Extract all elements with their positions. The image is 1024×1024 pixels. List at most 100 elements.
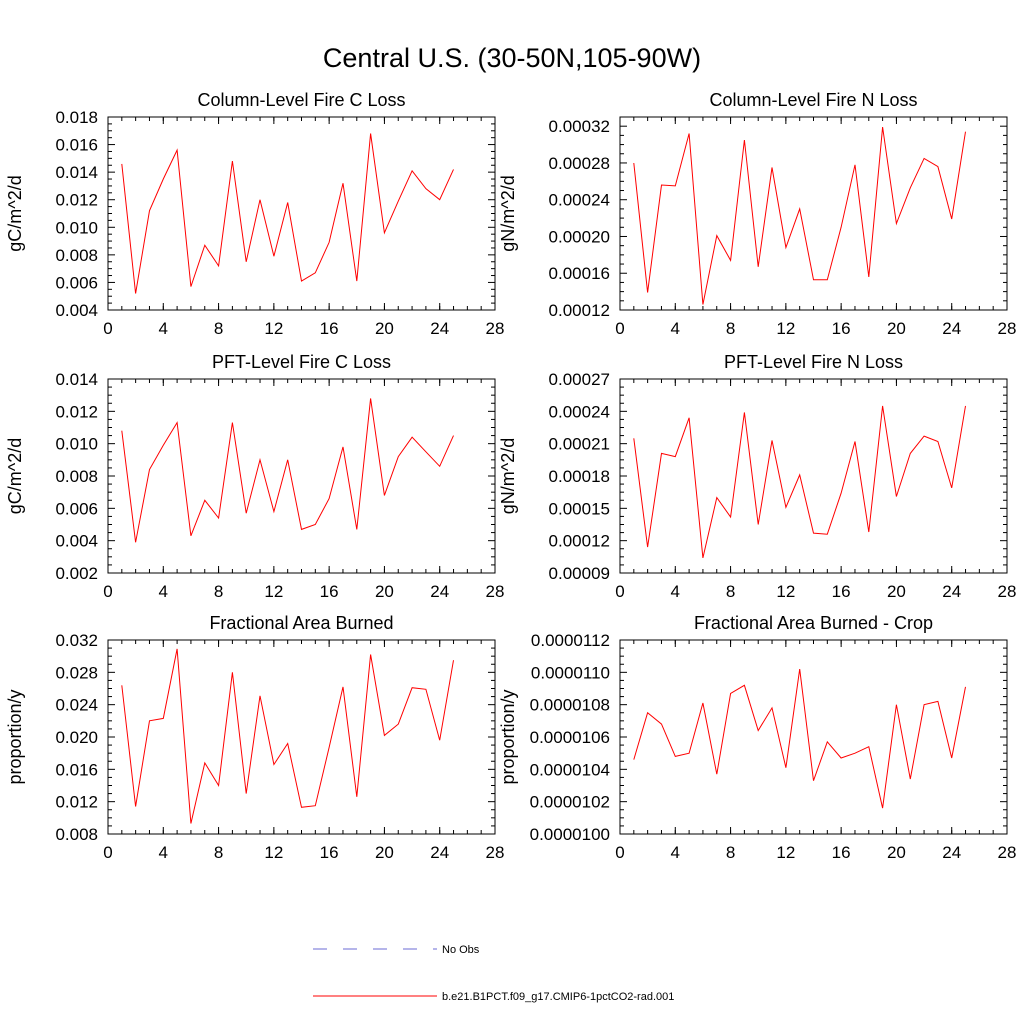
y-tick-label: 0.0000108	[530, 696, 610, 715]
plot-frame	[107, 378, 496, 574]
y-tick-label: 0.004	[55, 301, 98, 320]
chart-title: PFT-Level Fire C Loss	[212, 352, 391, 372]
series-line	[121, 648, 454, 824]
x-tick-label: 20	[887, 582, 906, 601]
x-tick-label: 20	[375, 843, 394, 862]
x-tick-label: 4	[671, 319, 680, 338]
x-tick-label: 28	[998, 843, 1017, 862]
y-tick-label: 0.00020	[549, 227, 610, 246]
series-line	[121, 398, 454, 543]
y-tick-label: 0.00028	[549, 154, 610, 173]
x-tick-label: 16	[320, 843, 339, 862]
chart-panel: Fractional Area Burned proportion/y 0 4 8 12 1…	[5, 613, 504, 862]
x-tick-label: 0	[615, 319, 624, 338]
chart-title: Column-Level Fire C Loss	[197, 90, 405, 110]
chart-title: Fractional Area Burned	[209, 613, 393, 633]
x-tick-label: 8	[214, 319, 223, 338]
x-tick-label: 28	[998, 582, 1017, 601]
y-tick-label: 0.012	[55, 793, 98, 812]
x-tick-label: 12	[776, 843, 795, 862]
y-tick-label: 0.016	[55, 136, 98, 155]
plot-frame	[619, 116, 1008, 311]
x-tick-label: 28	[486, 582, 505, 601]
x-tick-label: 24	[430, 319, 449, 338]
chart-title: Column-Level Fire N Loss	[709, 90, 917, 110]
y-tick-label: 0.008	[55, 246, 98, 265]
y-tick-label: 0.00021	[549, 435, 610, 454]
x-tick-label: 20	[375, 319, 394, 338]
x-tick-label: 8	[726, 319, 735, 338]
y-axis-label: gN/m^2/d	[498, 175, 518, 251]
y-tick-label: 0.00024	[549, 191, 610, 210]
x-tick-label: 8	[214, 843, 223, 862]
chart-panel: PFT-Level Fire N Loss gN/m^2/d 0 4 8 12 16 20 24…	[498, 352, 1016, 601]
x-tick-label: 20	[375, 582, 394, 601]
x-tick-label: 20	[887, 843, 906, 862]
y-tick-label: 0.008	[55, 467, 98, 486]
x-tick-label: 0	[615, 582, 624, 601]
x-tick-label: 8	[726, 582, 735, 601]
series-line	[633, 669, 966, 809]
x-tick-label: 8	[726, 843, 735, 862]
x-tick-label: 4	[159, 319, 168, 338]
x-tick-label: 4	[159, 582, 168, 601]
y-axis-label: gC/m^2/d	[5, 175, 25, 251]
chart-panel: Column-Level Fire C Loss gC/m^2/d 0 4 8 12 16 2…	[5, 90, 504, 338]
series-line	[121, 133, 454, 294]
x-tick-label: 20	[887, 319, 906, 338]
y-axis-label: gN/m^2/d	[498, 438, 518, 514]
plot-frame	[107, 639, 496, 835]
x-tick-label: 24	[430, 582, 449, 601]
y-tick-label: 0.0000100	[530, 825, 610, 844]
x-tick-label: 0	[615, 843, 624, 862]
y-axis-label: proportion/y	[5, 689, 25, 784]
y-tick-label: 0.00012	[549, 301, 610, 320]
y-tick-label: 0.016	[55, 760, 98, 779]
y-tick-label: 0.0000104	[530, 760, 610, 779]
x-tick-label: 16	[832, 319, 851, 338]
x-tick-label: 28	[486, 319, 505, 338]
y-tick-label: 0.0000106	[530, 728, 610, 747]
y-axis-label: gC/m^2/d	[5, 438, 25, 514]
y-tick-label: 0.018	[55, 108, 98, 127]
series-line	[633, 127, 966, 305]
y-tick-label: 0.028	[55, 663, 98, 682]
y-tick-label: 0.00018	[549, 467, 610, 486]
x-tick-label: 12	[264, 843, 283, 862]
y-tick-label: 0.010	[55, 435, 98, 454]
x-tick-label: 4	[159, 843, 168, 862]
y-tick-label: 0.014	[55, 370, 98, 389]
x-tick-label: 12	[776, 319, 795, 338]
y-axis-label: proportion/y	[498, 689, 518, 784]
chart-panel: Fractional Area Burned - Crop proportion/…	[498, 613, 1016, 862]
x-tick-label: 0	[103, 319, 112, 338]
y-tick-label: 0.020	[55, 728, 98, 747]
legend-label-no-obs: No Obs	[442, 944, 480, 956]
plot-frame	[619, 378, 1008, 574]
y-tick-label: 0.0000102	[530, 793, 610, 812]
plot-frame	[619, 639, 1008, 835]
y-tick-label: 0.00027	[549, 370, 610, 389]
y-tick-label: 0.014	[55, 163, 98, 182]
y-tick-label: 0.008	[55, 825, 98, 844]
x-tick-label: 28	[998, 319, 1017, 338]
y-tick-label: 0.006	[55, 499, 98, 518]
chart-title: Fractional Area Burned - Crop	[694, 613, 933, 633]
x-tick-label: 4	[671, 843, 680, 862]
x-tick-label: 8	[214, 582, 223, 601]
chart-panels: Column-Level Fire C Loss gC/m^2/d 0 4 8 12 16 2…	[5, 90, 1016, 862]
y-tick-label: 0.00016	[549, 264, 610, 283]
y-tick-label: 0.00009	[549, 564, 610, 583]
x-tick-label: 12	[776, 582, 795, 601]
x-tick-label: 16	[832, 843, 851, 862]
x-tick-label: 24	[942, 319, 961, 338]
y-tick-label: 0.024	[55, 696, 98, 715]
y-tick-label: 0.012	[55, 191, 98, 210]
y-tick-label: 0.0000112	[531, 631, 610, 650]
legend-label-model: b.e21.B1PCT.f09_g17.CMIP6-1pctCO2-rad.00…	[442, 991, 674, 1003]
y-tick-label: 0.032	[55, 631, 98, 650]
chart-panel: PFT-Level Fire C Loss gC/m^2/d 0 4 8 12 16 20 24…	[5, 352, 504, 601]
y-tick-label: 0.006	[55, 273, 98, 292]
y-tick-label: 0.010	[55, 218, 98, 237]
